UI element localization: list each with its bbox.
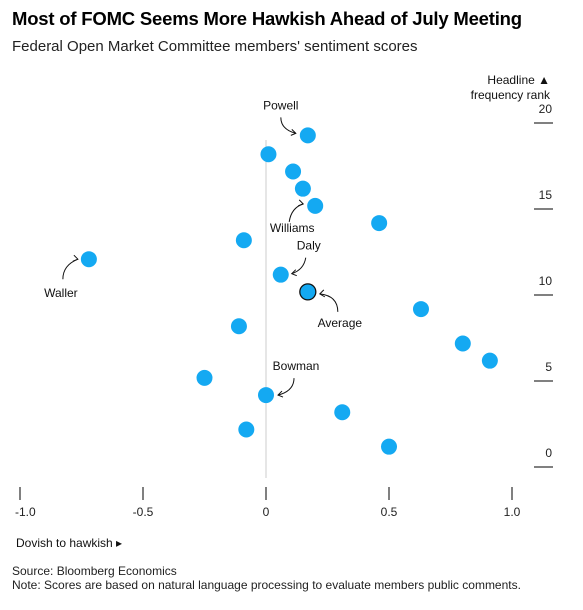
y-tick-label: 5 (545, 360, 552, 374)
scatter-chart: -1.0 -0.5 0 0.5 1.0 Dovish to hawkish ▸ Headli… (15, 73, 553, 550)
y-tick-label: 0 (545, 446, 552, 460)
annotation-arrow (277, 378, 295, 398)
x-tick-label: 1.0 (504, 505, 521, 519)
scatter-point (334, 404, 351, 421)
scatter-point (230, 318, 247, 335)
annotation-label: Bowman (273, 359, 320, 373)
scatter-point (80, 251, 97, 268)
x-tick-label: -1.0 (15, 505, 36, 519)
y-tick-label: 10 (539, 274, 553, 288)
annotation-arrow (290, 257, 307, 277)
average-point (299, 283, 317, 301)
scatter-point (285, 163, 302, 180)
scatter-point (412, 301, 429, 318)
annotation-arrow (288, 199, 305, 222)
y-axis-title: Headline ▲ (487, 73, 550, 87)
y-tick-label: 20 (539, 102, 553, 116)
scatter-point (238, 421, 255, 438)
x-tick-label: -0.5 (133, 505, 154, 519)
annotation-arrow (280, 117, 297, 136)
y-axis-title: frequency rank (471, 88, 551, 102)
scatter-point (454, 335, 471, 352)
scatter-point (481, 352, 498, 369)
annotation-label: Powell (263, 98, 298, 112)
chart-subtitle: Federal Open Market Committee members' s… (12, 38, 418, 55)
scatter-point (307, 197, 324, 214)
scatter-point (294, 180, 311, 197)
source-note: Source: Bloomberg Economics (12, 564, 177, 578)
chart-title: Most of FOMC Seems More Hawkish Ahead of… (12, 8, 522, 29)
x-tick-label: 0.5 (381, 505, 398, 519)
scatter-point (196, 369, 213, 386)
annotation-label: Waller (44, 286, 78, 300)
scatter-point (272, 266, 289, 283)
y-tick-label: 15 (539, 188, 553, 202)
annotation-label: Daly (297, 239, 321, 253)
footnote: Note: Scores are based on natural langua… (12, 578, 521, 592)
scatter-point (371, 215, 388, 232)
annotation-label: Average (318, 316, 363, 330)
annotation-arrow (62, 254, 79, 280)
annotation-label: Williams (270, 221, 315, 235)
scatter-point (381, 438, 397, 455)
scatter-point (260, 146, 277, 163)
x-tick-label: 0 (263, 505, 270, 519)
scatter-point (258, 387, 274, 404)
scatter-point (299, 127, 316, 144)
scatter-point (235, 232, 252, 249)
annotation-arrow (319, 289, 339, 312)
x-axis-label: Dovish to hawkish ▸ (16, 536, 122, 550)
